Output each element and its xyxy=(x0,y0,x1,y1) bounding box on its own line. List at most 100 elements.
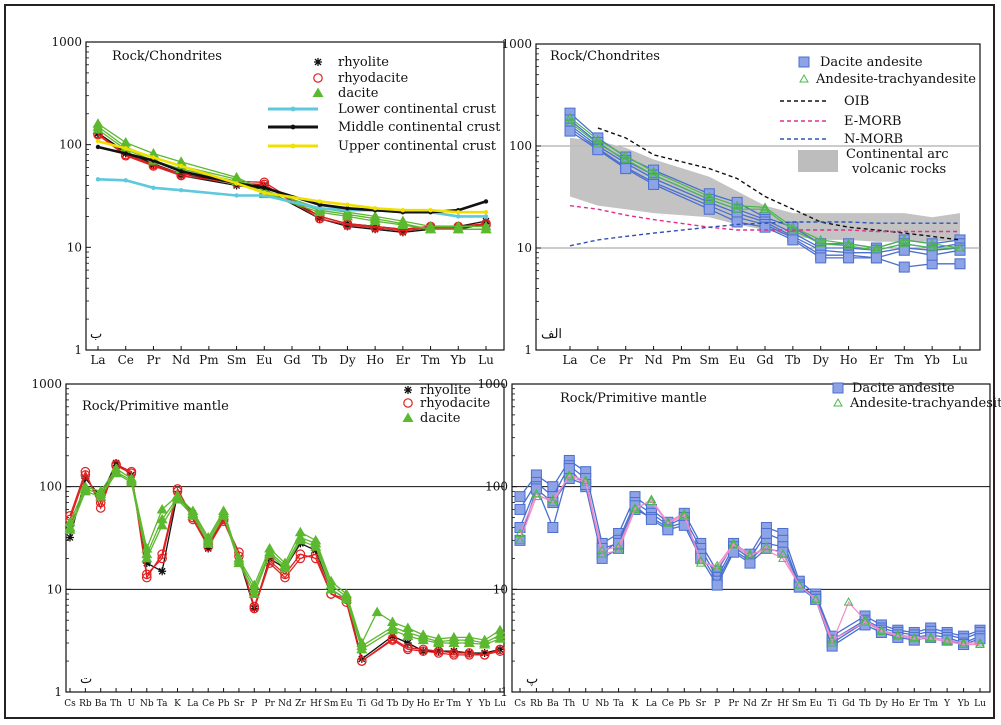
data-point xyxy=(343,222,352,231)
series-line xyxy=(569,221,960,247)
data-point xyxy=(731,216,743,228)
data-point xyxy=(531,491,542,501)
data-point xyxy=(515,528,525,537)
data-point xyxy=(592,138,603,148)
data-point xyxy=(356,643,368,654)
y-tick-label: 10 xyxy=(493,582,508,596)
data-point xyxy=(925,632,936,641)
data-point xyxy=(892,629,903,639)
data-point xyxy=(448,637,460,648)
x-tick-label: Ho xyxy=(891,699,904,709)
x-tick-label: Ho xyxy=(417,699,430,709)
legend-dot xyxy=(290,106,296,112)
series-dacite-andesite xyxy=(514,454,986,652)
data-point xyxy=(342,220,353,230)
legend-item: Andesite-trachyandesite xyxy=(799,72,976,87)
x-tick-label: Gd xyxy=(283,353,301,367)
x-tick-label: Tm xyxy=(895,353,915,367)
legend-item: rhyolite xyxy=(314,55,389,70)
data-point xyxy=(151,155,156,160)
data-point xyxy=(514,503,526,515)
data-point xyxy=(178,188,184,193)
plot-area xyxy=(511,383,991,693)
band-continental-arc xyxy=(570,137,960,242)
series-line xyxy=(519,475,980,645)
series-n-morb xyxy=(569,221,960,247)
data-point xyxy=(142,559,151,568)
x-tick-label: Tm xyxy=(923,699,938,709)
data-point xyxy=(456,214,461,219)
data-point xyxy=(514,491,526,503)
x-tick-label: Nb xyxy=(140,699,154,709)
data-point xyxy=(294,526,306,537)
data-point xyxy=(141,569,152,580)
legend-item: E-MORB xyxy=(780,114,901,129)
y-tick-label: 100 xyxy=(39,480,62,494)
data-point xyxy=(400,207,406,213)
x-tick-label: Tb xyxy=(312,353,328,367)
x-tick-label: P xyxy=(714,699,720,709)
x-tick-label: Eu xyxy=(256,353,273,367)
data-point xyxy=(955,242,965,252)
data-point xyxy=(95,139,101,144)
x-tick-label: Yb xyxy=(923,353,940,367)
data-point xyxy=(433,648,444,658)
plot-area xyxy=(535,43,981,351)
data-point xyxy=(787,234,799,246)
x-tick-label: Yb xyxy=(449,353,466,367)
data-point xyxy=(402,630,414,641)
x-tick-label: Pm xyxy=(672,353,692,367)
data-point xyxy=(123,151,128,156)
legend-marker xyxy=(402,412,414,422)
data-point xyxy=(975,638,985,647)
x-tick-label: Ce xyxy=(202,699,214,709)
data-point xyxy=(341,210,353,221)
legend-marker xyxy=(798,56,810,68)
data-point xyxy=(870,252,882,264)
data-point xyxy=(728,538,739,547)
data-point xyxy=(793,581,805,593)
x-tick-label: Ta xyxy=(157,699,168,709)
x-tick-label: Tb xyxy=(859,699,871,709)
data-point xyxy=(479,650,490,660)
data-point xyxy=(648,178,660,190)
data-point xyxy=(123,178,128,183)
legend-label: Upper continental crust xyxy=(338,139,497,154)
data-point xyxy=(449,650,459,660)
data-point xyxy=(794,580,805,589)
x-tick-label: Nd xyxy=(172,353,191,367)
y-tick-label: 1 xyxy=(54,685,62,699)
data-point xyxy=(80,470,91,480)
data-point xyxy=(79,485,91,496)
data-point xyxy=(141,542,153,553)
x-tick-label: K xyxy=(174,699,181,709)
y-tick-label: 10 xyxy=(517,241,532,255)
legend-item: N-MORB xyxy=(780,132,903,147)
x-tick-label: Tb xyxy=(387,699,399,709)
x-tick-label: Lu xyxy=(952,353,968,367)
data-point xyxy=(262,185,267,191)
x-tick-label: Pr xyxy=(147,353,161,367)
data-point xyxy=(64,524,76,534)
x-tick-label: La xyxy=(562,353,577,367)
data-point xyxy=(125,476,137,487)
data-point xyxy=(141,552,153,563)
data-point xyxy=(843,238,854,248)
data-point xyxy=(815,234,826,244)
data-point xyxy=(843,240,854,250)
legend-item: Upper continental crust xyxy=(268,139,497,154)
legend-dot xyxy=(290,143,296,149)
data-point xyxy=(249,601,260,612)
legend-label: Continental arc xyxy=(846,147,948,162)
data-point xyxy=(815,252,827,264)
data-point xyxy=(494,633,506,643)
data-point xyxy=(662,518,673,527)
data-point xyxy=(345,206,350,211)
legend-label: Lower continental crust xyxy=(338,102,497,117)
y-tick-label: 1000 xyxy=(477,377,508,391)
x-tick-label: Pb xyxy=(218,699,230,709)
data-point xyxy=(418,646,429,656)
data-point xyxy=(428,207,433,213)
x-tick-label: Cs xyxy=(64,699,76,709)
